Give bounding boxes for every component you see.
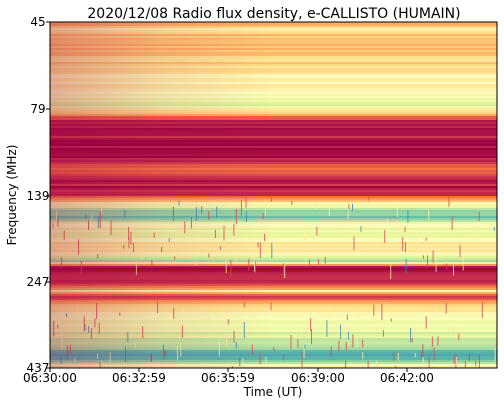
x-axis-title: Time (UT) (243, 385, 303, 399)
y-tick-label: 45 (30, 15, 45, 29)
y-tick-label: 437 (27, 361, 50, 375)
x-tick-label: 06:30:00 (23, 371, 77, 385)
time-fade-overlay (50, 22, 497, 368)
y-tick-label: 139 (27, 189, 50, 203)
x-tick-label: 06:32:59 (112, 371, 166, 385)
x-tick-label: 06:42:00 (380, 371, 434, 385)
x-tick-label: 06:39:00 (291, 371, 345, 385)
y-tick-label: 247 (27, 275, 50, 289)
interference-streak (187, 367, 189, 368)
x-tick-label: 06:35:59 (201, 371, 255, 385)
x-axis-ticks: 06:30:00 06:32:59 06:35:59 06:39:00 06:42:00 (23, 368, 434, 385)
y-axis-title: Frequency (MHz) (5, 145, 19, 246)
y-tick-label: 79 (30, 102, 45, 116)
spectrogram-plot-area (50, 22, 497, 368)
interference-streak (476, 367, 478, 368)
y-axis-ticks: 45 79 139 247 437 (27, 15, 50, 375)
chart-title: 2020/12/08 Radio flux density, e-CALLIST… (87, 6, 460, 22)
plot-frame (49, 21, 498, 369)
